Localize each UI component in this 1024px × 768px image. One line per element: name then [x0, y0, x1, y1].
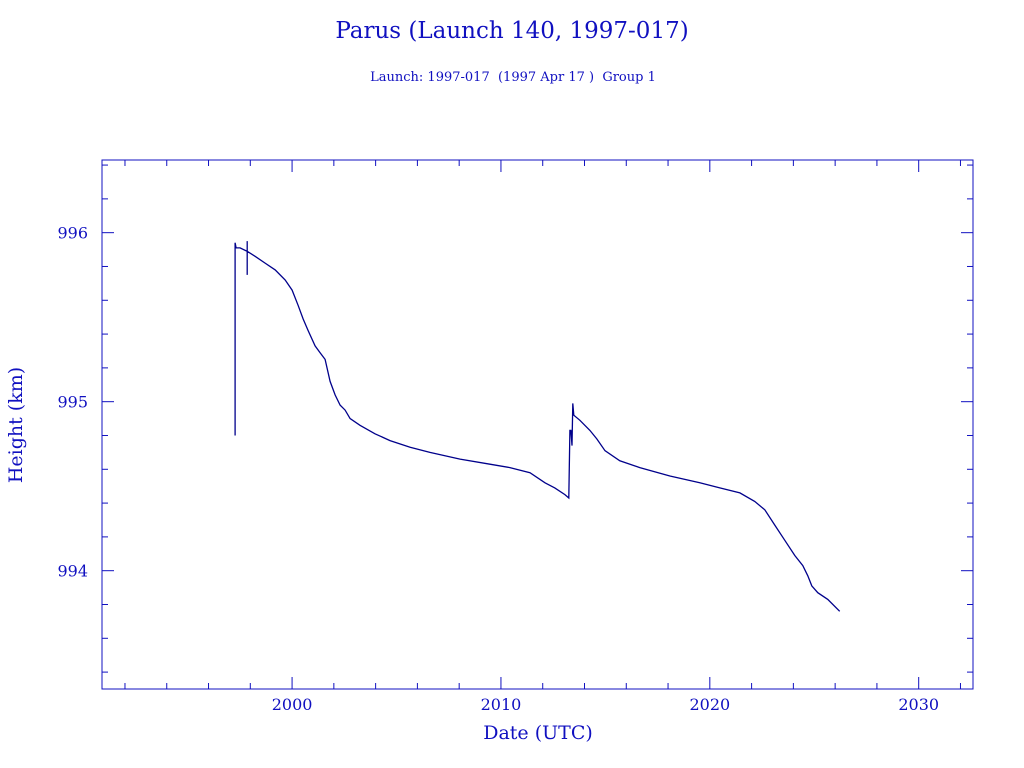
plot-frame: [101, 159, 974, 690]
x-axis-label: Date (UTC): [483, 722, 593, 744]
axis-ticks: [102, 160, 973, 689]
chart-title: Parus (Launch 140, 1997-017): [335, 18, 688, 44]
y-tick-label: 995: [57, 393, 88, 412]
x-tick-label: 2010: [481, 695, 522, 714]
y-axis-label: Height (km): [5, 367, 27, 483]
chart-subtitle: Launch: 1997-017 (1997 Apr 17 ) Group 1: [370, 70, 656, 85]
series-line-height: [234, 241, 841, 612]
x-tick-label: 2030: [898, 695, 939, 714]
y-tick-label: 996: [57, 224, 88, 243]
tick-labels: 2000 2010 2020 2030 994 995 996: [57, 224, 939, 714]
y-tick-label: 994: [57, 562, 88, 581]
x-tick-label: 2000: [272, 695, 313, 714]
x-tick-label: 2020: [689, 695, 730, 714]
